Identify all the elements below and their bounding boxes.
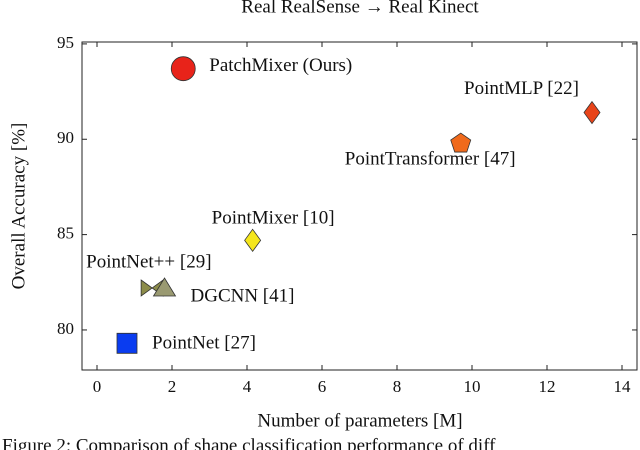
y-tick-label: 85 xyxy=(57,224,74,243)
x-tick-label: 0 xyxy=(93,377,102,396)
point-label: PointTransformer [47] xyxy=(345,148,516,169)
x-tick-label: 4 xyxy=(243,377,252,396)
x-tick-label: 10 xyxy=(464,377,481,396)
x-axis-label: Number of parameters [M] xyxy=(257,410,462,431)
y-axis-label: Overall Accuracy [%] xyxy=(8,123,29,290)
y-tick-label: 90 xyxy=(57,128,74,147)
x-tick-label: 14 xyxy=(614,377,632,396)
plot-frame xyxy=(81,41,638,371)
point-label: PatchMixer (Ours) xyxy=(209,55,352,76)
point xyxy=(170,56,196,82)
y-tick-label: 80 xyxy=(57,319,74,338)
point xyxy=(450,132,472,153)
point xyxy=(152,277,177,297)
point-label: DGCNN [41] xyxy=(191,285,295,306)
x-tick-label: 12 xyxy=(539,377,556,396)
point xyxy=(116,332,138,354)
x-tick-label: 8 xyxy=(393,377,402,396)
point xyxy=(244,228,262,253)
point xyxy=(583,100,601,125)
point-label: PointMixer [10] xyxy=(212,208,335,229)
chart-title: Real RealSense → Real Kinect xyxy=(241,0,479,17)
x-tick-label: 2 xyxy=(168,377,177,396)
point-label: PointMLP [22] xyxy=(464,78,579,99)
point-label: PointNet++ [29] xyxy=(86,251,211,272)
x-tick-label: 6 xyxy=(318,377,327,396)
point-label: PointNet [27] xyxy=(152,333,256,354)
y-tick-label: 95 xyxy=(57,33,74,52)
caption: Figure 2: Comparison of shape classifica… xyxy=(2,435,496,450)
